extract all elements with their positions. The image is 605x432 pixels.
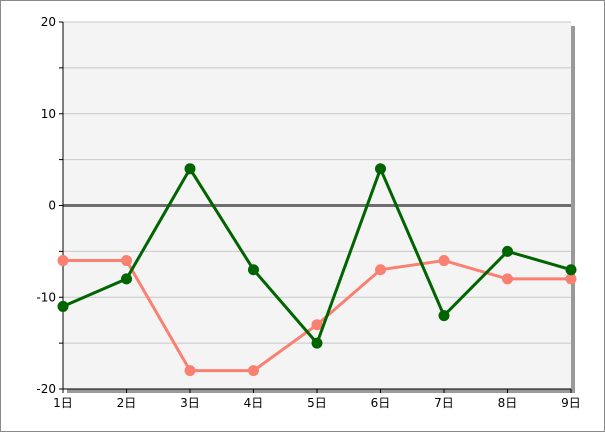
series-2-point	[121, 255, 132, 267]
series-2-point	[57, 255, 69, 267]
series-1-point	[121, 273, 132, 285]
x-tick-label: 5日	[307, 396, 327, 410]
series-1-point	[248, 264, 259, 276]
series-1-point	[311, 337, 323, 349]
x-tick-label: 4日	[244, 396, 264, 410]
x-tick-label: 3日	[180, 396, 200, 410]
series-1-point	[438, 310, 450, 322]
series-2-point	[311, 319, 323, 331]
series-2-point	[565, 273, 577, 285]
series-1-point	[375, 163, 386, 175]
x-tick-label: 7日	[434, 396, 454, 410]
y-tick-label: 10	[41, 107, 56, 121]
series-2-point	[438, 255, 450, 267]
y-tick-label: -20	[36, 382, 56, 396]
x-tick-label: 6日	[371, 396, 391, 410]
series-1-point	[502, 245, 513, 257]
y-tick-label: 20	[41, 15, 56, 29]
y-tick-label: 0	[48, 199, 56, 213]
series-1-point	[565, 264, 577, 276]
y-tick-label: -10	[36, 290, 56, 304]
series-2-point	[502, 273, 513, 285]
x-tick-label: 1日	[53, 396, 73, 410]
x-tick-label: 9日	[561, 396, 581, 410]
series-1-point	[57, 300, 69, 312]
series-2-point	[248, 365, 259, 377]
series-2-point	[184, 365, 196, 377]
series-1-point	[184, 163, 196, 175]
x-tick-label: 2日	[117, 396, 137, 410]
series-2-point	[375, 264, 386, 276]
x-tick-label: 8日	[498, 396, 518, 410]
